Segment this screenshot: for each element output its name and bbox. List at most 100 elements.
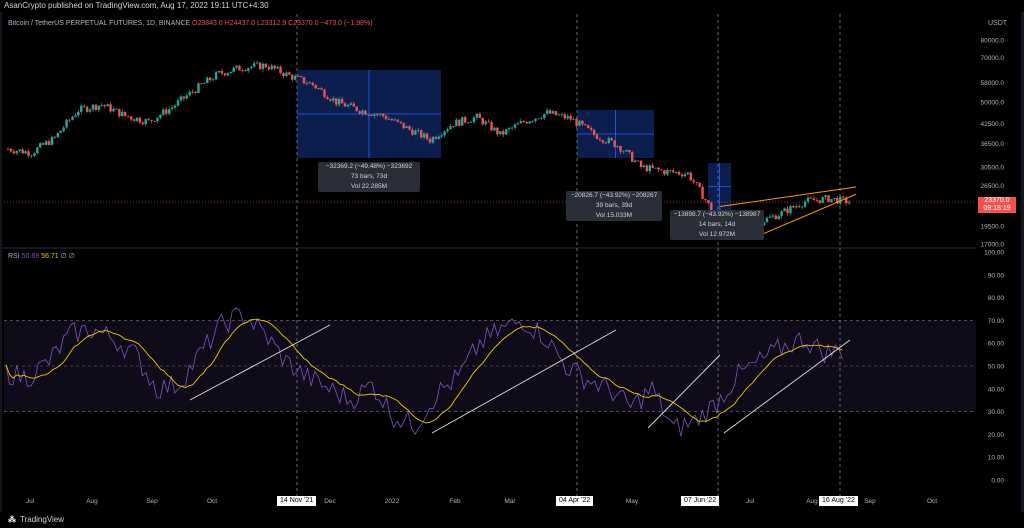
- candle-body: [689, 172, 693, 181]
- candle-body: [487, 121, 490, 123]
- candle-body: [299, 76, 303, 78]
- wedge-upper: [719, 186, 857, 207]
- candle-body: [276, 66, 279, 69]
- candle-body: [818, 200, 821, 204]
- candle-body: [774, 215, 778, 220]
- measure-3-change: −13898.7 (−43.92%) −138987: [673, 211, 761, 218]
- candle-body: [698, 182, 701, 187]
- candle-body: [481, 118, 484, 125]
- candle-body: [384, 116, 388, 120]
- candle-body: [112, 108, 115, 112]
- brand-name: TradingView: [20, 515, 65, 524]
- measure-box-1[interactable]: −32369.2 (−49.48%) −323692 73 bars, 73d …: [318, 162, 420, 192]
- candle-body: [484, 121, 487, 125]
- currency-label: USDT: [988, 20, 1008, 27]
- candle-body: [557, 114, 561, 116]
- candle-body: [446, 129, 449, 132]
- candle-body: [138, 117, 142, 123]
- candle-body: [393, 119, 397, 121]
- candle-body: [548, 110, 552, 114]
- candle-body: [792, 206, 795, 208]
- time-tick-label: Sep: [864, 498, 876, 505]
- header-text: AsanCrypto published on TradingView.com,…: [4, 1, 269, 10]
- candle-body: [378, 113, 382, 115]
- candle-body: [200, 83, 203, 85]
- candle-body: [701, 186, 704, 200]
- candle-body: [77, 111, 80, 116]
- candle-body: [528, 121, 531, 124]
- candle-body: [381, 113, 385, 117]
- candle-body: [672, 170, 675, 173]
- candle-body: [504, 129, 508, 135]
- candle-body: [633, 160, 637, 162]
- candle-body: [581, 120, 584, 125]
- chart-frame[interactable]: [2, 12, 1021, 512]
- candle-body: [762, 222, 766, 226]
- rsi-tick-label: 0.00: [991, 478, 1004, 485]
- rsi-legend: RSI 50.69 56.71 ∅ ∅: [8, 252, 75, 260]
- price-tick-label: 42500.0: [981, 121, 1005, 128]
- candle-body: [82, 105, 86, 107]
- time-tick-label: Oct: [207, 498, 217, 505]
- candle-body: [159, 114, 162, 118]
- candle-body: [118, 108, 121, 117]
- candle-body: [308, 82, 312, 84]
- candle-body: [839, 196, 842, 204]
- candle-body: [30, 155, 33, 157]
- measure-box-2[interactable]: −20826.7 (−43.92%) −208267 39 bars, 39d …: [566, 191, 662, 221]
- candle-body: [440, 135, 443, 137]
- candle-body: [343, 103, 347, 107]
- rsi-tick-label: 40.00: [988, 386, 1005, 393]
- measure-box-3[interactable]: −13898.7 (−43.92%) −138987 14 bars, 14d …: [670, 210, 764, 240]
- candle-body: [296, 75, 300, 77]
- candle-body: [434, 136, 438, 139]
- candle-body: [206, 77, 209, 83]
- candle-body: [601, 140, 605, 143]
- candle-body: [554, 111, 558, 116]
- measure-2-bars: 39 bars, 39d: [595, 202, 633, 209]
- candle-body: [683, 174, 687, 177]
- last-price-tag: 23370.0 09:18:19: [978, 197, 1016, 213]
- candle-body: [411, 129, 414, 135]
- candle-body: [367, 114, 370, 116]
- candle-body: [595, 134, 599, 140]
- candle-body: [320, 88, 323, 90]
- candle-body: [674, 171, 678, 173]
- candle-body: [821, 197, 824, 204]
- candle-body: [162, 109, 165, 115]
- candle-body: [50, 136, 54, 145]
- candle-body: [800, 206, 804, 208]
- price-tick-label: 17000.0: [981, 242, 1005, 249]
- candle-body: [335, 98, 338, 105]
- candle-body: [241, 70, 244, 72]
- last-price: 23370.0: [984, 197, 1010, 204]
- candle-body: [252, 63, 256, 67]
- rsi-trendline: [647, 354, 721, 429]
- candle-body: [827, 195, 830, 203]
- candle-body: [250, 66, 253, 69]
- candle-body: [156, 117, 159, 122]
- candle-body: [452, 126, 455, 127]
- candle-body: [613, 140, 616, 147]
- candle-body: [71, 116, 74, 120]
- candle-body: [636, 160, 640, 162]
- candle-body: [443, 131, 446, 136]
- candle-body: [211, 79, 215, 81]
- candle-body: [809, 197, 813, 199]
- candle-body: [420, 130, 423, 138]
- candle-body: [165, 109, 168, 114]
- candle-body: [798, 206, 801, 208]
- symbol-name: Bitcoin / TetherUS PERPETUAL FUTURES, 1D…: [8, 20, 191, 27]
- candle-body: [106, 104, 109, 107]
- candle-body: [428, 138, 432, 143]
- price-tick-label: 58000.0: [981, 80, 1005, 87]
- candle-body: [302, 77, 306, 84]
- candle-body: [255, 62, 259, 64]
- candle-body: [314, 84, 317, 89]
- candle-body: [431, 136, 435, 143]
- time-tick-label: Oct: [927, 498, 937, 505]
- candle-body: [414, 130, 417, 135]
- candle-body: [223, 73, 227, 76]
- candle-timer: 09:18:19: [983, 205, 1011, 212]
